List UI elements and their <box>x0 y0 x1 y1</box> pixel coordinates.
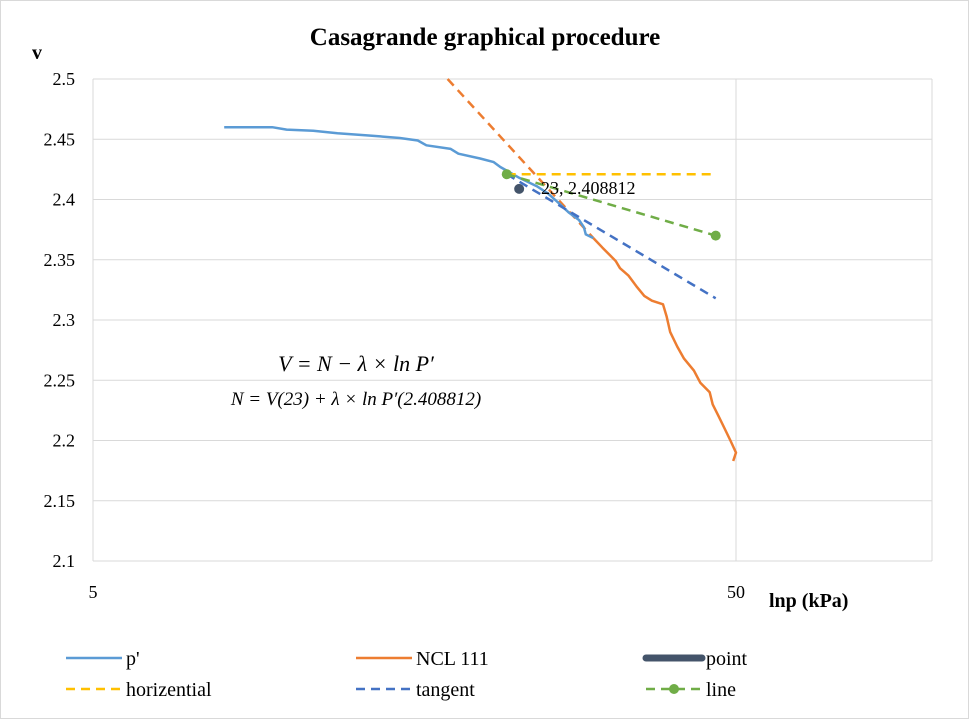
y-tick-label: 2.25 <box>44 370 76 390</box>
y-tick-label: 2.3 <box>53 310 76 330</box>
y-tick-labels: 2.1 2.15 2.2 2.25 2.3 2.35 2.4 2.45 2.5 <box>44 69 76 571</box>
y-axis-title: v <box>32 42 42 64</box>
legend-label: line <box>706 679 736 701</box>
series-line-ncl-111 <box>592 237 738 462</box>
x-axis-title: lnp (kPa) <box>769 590 848 612</box>
x-tick-label: 5 <box>89 582 98 602</box>
legend-label: p' <box>126 648 140 670</box>
legend-item-ncl-111: NCL 111 <box>356 648 489 670</box>
y-tick-label: 2.35 <box>44 250 76 270</box>
series-point-point <box>514 183 525 194</box>
y-tick-label: 2.15 <box>44 491 76 511</box>
equation-line-1: V = N − λ × ln P′ <box>278 351 435 376</box>
series-point-line <box>710 230 721 241</box>
point-data-label: 23, 2.408812 <box>541 178 636 198</box>
legend-item-horizential: horizential <box>66 679 212 701</box>
series-line-p <box>224 125 594 240</box>
grid <box>92 78 933 562</box>
legend-marker <box>669 684 679 694</box>
series-line-line <box>506 173 717 237</box>
y-tick-label: 2.4 <box>53 190 76 210</box>
legend: p' NCL 111 point horizential tangent line <box>66 648 748 701</box>
legend-label: horizential <box>126 679 212 701</box>
y-tick-label: 2.1 <box>53 551 76 571</box>
series-line-ncl-extension <box>446 78 595 239</box>
series-group <box>224 78 738 462</box>
legend-label: NCL 111 <box>416 648 489 670</box>
legend-item-tangent: tangent <box>356 679 475 701</box>
series-point-line <box>501 169 512 180</box>
chart-title: Casagrande graphical procedure <box>310 24 660 51</box>
equation-line-2: N = V(23) + λ × ln P′(2.408812) <box>230 389 481 410</box>
x-tick-label: 50 <box>727 582 745 602</box>
legend-item-p: p' <box>66 648 140 670</box>
legend-label: tangent <box>416 679 475 701</box>
legend-item-line: line <box>646 679 736 701</box>
y-tick-label: 2.45 <box>44 129 76 149</box>
x-tick-labels: 5 50 <box>89 582 746 602</box>
series-line-tangent <box>506 173 717 300</box>
y-tick-label: 2.2 <box>53 431 76 451</box>
legend-item-point: point <box>642 648 748 670</box>
y-tick-label: 2.5 <box>53 69 76 89</box>
legend-label: point <box>706 648 748 670</box>
